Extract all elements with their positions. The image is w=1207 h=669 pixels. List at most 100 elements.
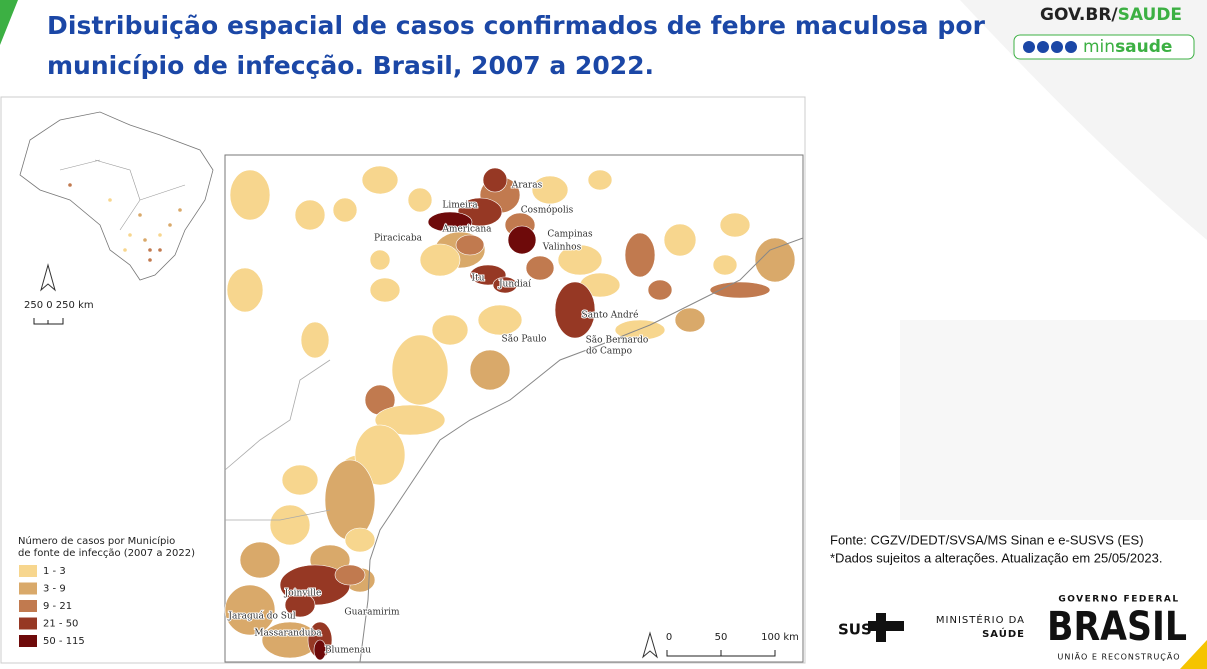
inset-municipality: [168, 223, 172, 227]
legend-label: 3 - 9: [43, 584, 66, 595]
corner-accent: [0, 0, 18, 45]
municipality: [369, 249, 391, 271]
place-label: Cosmópolis: [521, 205, 574, 216]
municipality: [229, 169, 271, 221]
place-label: do Campo: [586, 347, 632, 357]
municipality: [269, 504, 311, 546]
inset-municipality: [128, 233, 132, 237]
municipality: [674, 307, 706, 333]
sus-cross: [868, 613, 904, 642]
place-label: Americana: [441, 225, 492, 235]
inset-municipality: [148, 258, 152, 262]
ministry: SAÚDE: [982, 627, 1025, 640]
municipality: [239, 541, 281, 579]
place-label: São Paulo: [502, 334, 547, 345]
municipality: [525, 255, 555, 281]
place-labels: Araras Limeira Cosmópolis Piracicaba America…: [226, 180, 649, 657]
minsaude-min: min: [1083, 37, 1115, 57]
place-label: Piracicaba: [374, 234, 423, 244]
gov-brand: GOV.BR/SAUDE: [1040, 5, 1182, 25]
municipality: [334, 564, 366, 586]
municipality: [224, 584, 276, 636]
municipality: [332, 197, 358, 223]
inset-municipality: [143, 238, 147, 242]
source: Fonte: CGZV/DEDT/SVSA/MS Sinan e e-SUSVS…: [830, 532, 1144, 547]
municipality: [313, 639, 327, 661]
legend-label: 50 - 115: [43, 636, 85, 647]
municipality: [647, 279, 673, 301]
gov-federal: GOVERNO FEDERAL: [1058, 595, 1179, 605]
municipalities: [224, 165, 796, 661]
place-label: Araras: [511, 181, 543, 191]
municipality: [624, 232, 656, 278]
inset-municipality: [123, 248, 127, 252]
place-label: Joinville: [284, 589, 322, 599]
place-label: Massaranduba: [254, 629, 322, 639]
municipality: [614, 319, 666, 341]
municipality: [477, 304, 523, 336]
union: UNIÃO E RECONSTRUÇÃO: [1057, 652, 1180, 662]
inset-municipality: [158, 233, 162, 237]
municipality: [469, 349, 511, 391]
legend-title: de fonte de infecção (2007 a 2022): [18, 548, 195, 559]
inset-map: 250 0 250 km: [19, 111, 214, 325]
social-icons: [1023, 41, 1077, 53]
scale-bar: [666, 650, 776, 657]
brasil-logo: BRASIL: [1047, 604, 1187, 650]
municipality: [226, 267, 264, 313]
place-label: Jundiaí: [498, 279, 531, 290]
scale-labels: 0 50 100 km: [666, 632, 799, 643]
inset-municipality: [138, 213, 142, 217]
title: Distribuição espacial de casos confirmad…: [47, 11, 986, 40]
ministry: MINISTÉRIO DA: [936, 613, 1025, 626]
place-label: São Bernardo: [586, 335, 649, 346]
municipality: [344, 527, 376, 553]
background-shape: [900, 320, 1207, 520]
gov-brand-saude: SAUDE: [1118, 5, 1182, 25]
municipality: [557, 244, 603, 276]
municipality: [354, 424, 406, 486]
north-arrow: [642, 631, 658, 659]
corner-accent: [1180, 640, 1207, 669]
municipality: [507, 225, 537, 255]
municipality: [300, 321, 330, 359]
title: município de infecção. Brasil, 2007 a 20…: [47, 51, 654, 80]
minsaude: minsaude: [1083, 37, 1172, 57]
municipality: [431, 314, 469, 346]
legend-label: 1 - 3: [43, 566, 66, 577]
place-label: Itu: [472, 274, 485, 284]
inset-municipality: [68, 183, 72, 187]
place-label: Blumenau: [325, 646, 371, 656]
legend-label: 21 - 50: [43, 619, 78, 630]
minsaude-saude: saude: [1115, 37, 1172, 57]
place-label: Guaramirim: [344, 608, 400, 618]
legend-swatch: [19, 582, 37, 595]
municipality: [281, 464, 319, 496]
municipality: [712, 254, 738, 276]
legend-swatch: [19, 617, 37, 630]
municipality: [663, 223, 697, 257]
municipality: [455, 234, 485, 256]
municipality: [294, 199, 326, 231]
inset-municipality: [178, 208, 182, 212]
municipality: [324, 459, 376, 541]
municipality: [709, 281, 771, 299]
municipality: [407, 187, 433, 213]
municipality: [482, 167, 508, 193]
coastline: [359, 237, 804, 663]
inset-municipality: [158, 248, 162, 252]
place-label: Jaraguá do Sul: [227, 611, 295, 622]
place-label: Valinhos: [542, 243, 582, 253]
minsaude-badge: [1013, 34, 1195, 60]
legend-swatch: [19, 635, 37, 647]
municipality: [391, 334, 449, 406]
municipality: [361, 165, 399, 195]
municipality: [754, 237, 796, 283]
municipality: [587, 169, 613, 191]
legend-title: Número de casos por Município: [18, 535, 175, 547]
place-label: Campinas: [547, 230, 593, 240]
place-label: Santo André: [582, 310, 639, 321]
municipality: [531, 175, 569, 205]
inset-scale-label: 250 0 250 km: [24, 300, 94, 311]
municipality: [284, 592, 316, 618]
